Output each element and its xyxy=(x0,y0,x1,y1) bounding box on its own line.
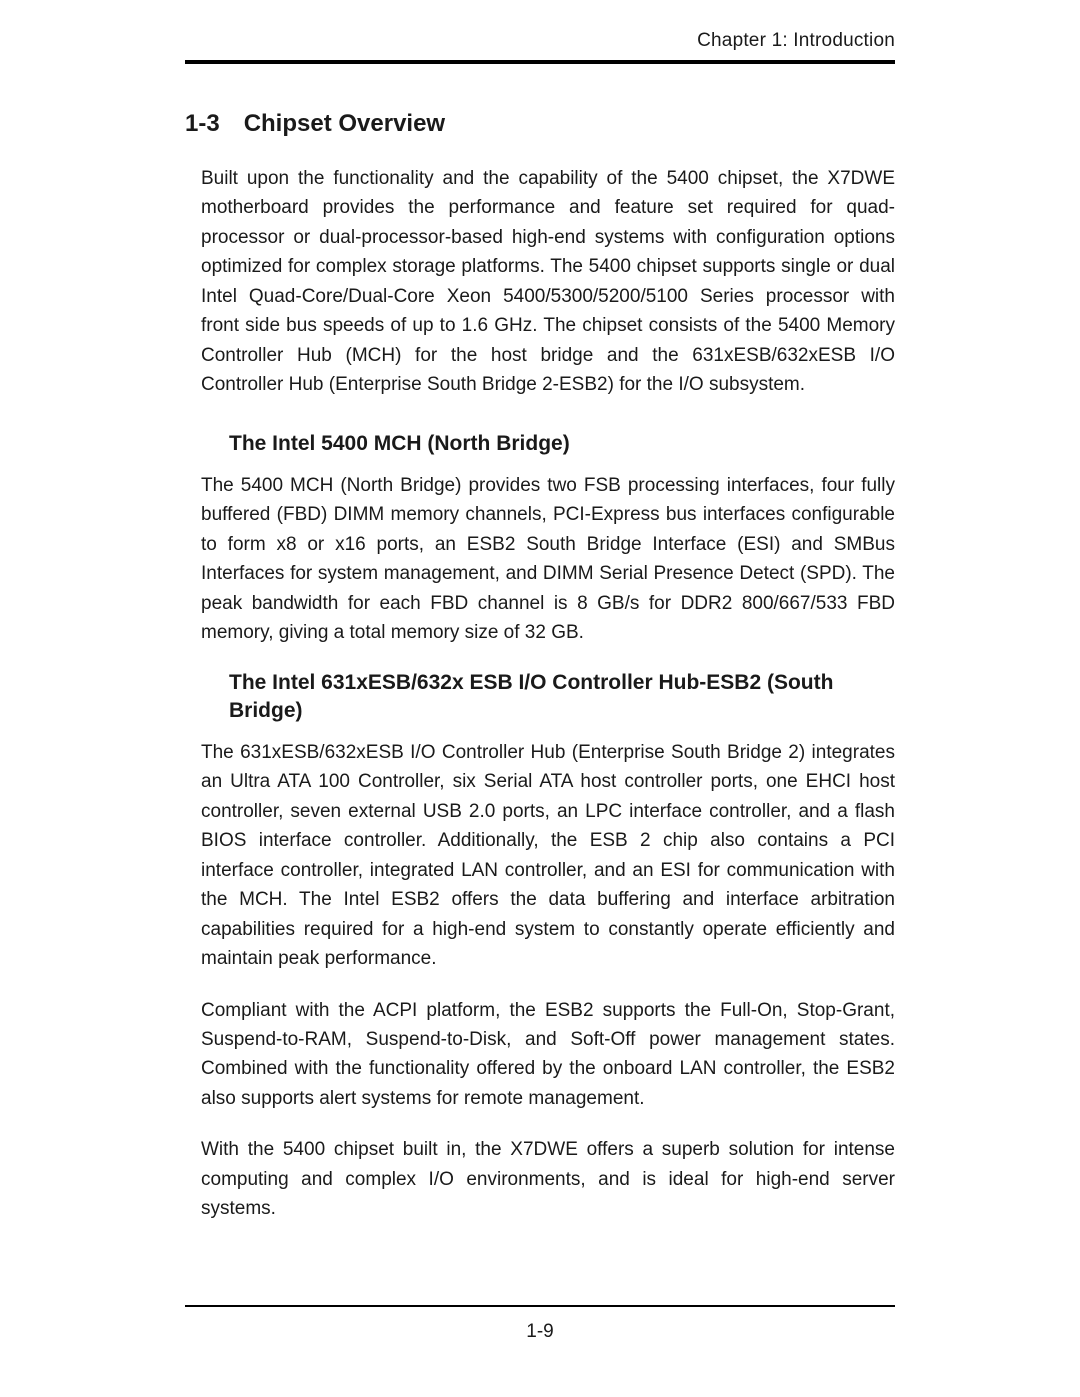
subheading-north-bridge: The Intel 5400 MCH (North Bridge) xyxy=(229,430,851,457)
document-page: Chapter 1: Introduction 1-3 Chipset Overv… xyxy=(0,0,1080,1397)
south-bridge-paragraph-1: The 631xESB/632xESB I/O Controller Hub (… xyxy=(201,738,895,974)
section-intro-paragraph: Built upon the functionality and the cap… xyxy=(201,164,895,400)
section-number: 1-3 xyxy=(185,110,220,138)
section-title: Chipset Overview xyxy=(244,110,445,137)
footer-rule xyxy=(185,1305,895,1307)
page-number: 1-9 xyxy=(185,1321,895,1343)
header-rule xyxy=(185,60,895,64)
north-bridge-paragraph: The 5400 MCH (North Bridge) provides two… xyxy=(201,471,895,648)
running-header: Chapter 1: Introduction xyxy=(185,30,895,52)
south-bridge-paragraph-2: Compliant with the ACPI platform, the ES… xyxy=(201,996,895,1114)
subheading-south-bridge: The Intel 631xESB/632x ESB I/O Controlle… xyxy=(229,669,851,724)
south-bridge-paragraph-3: With the 5400 chipset built in, the X7DW… xyxy=(201,1135,895,1223)
section-heading: 1-3 Chipset Overview xyxy=(185,110,895,138)
page-footer: 1-9 xyxy=(185,1305,895,1343)
